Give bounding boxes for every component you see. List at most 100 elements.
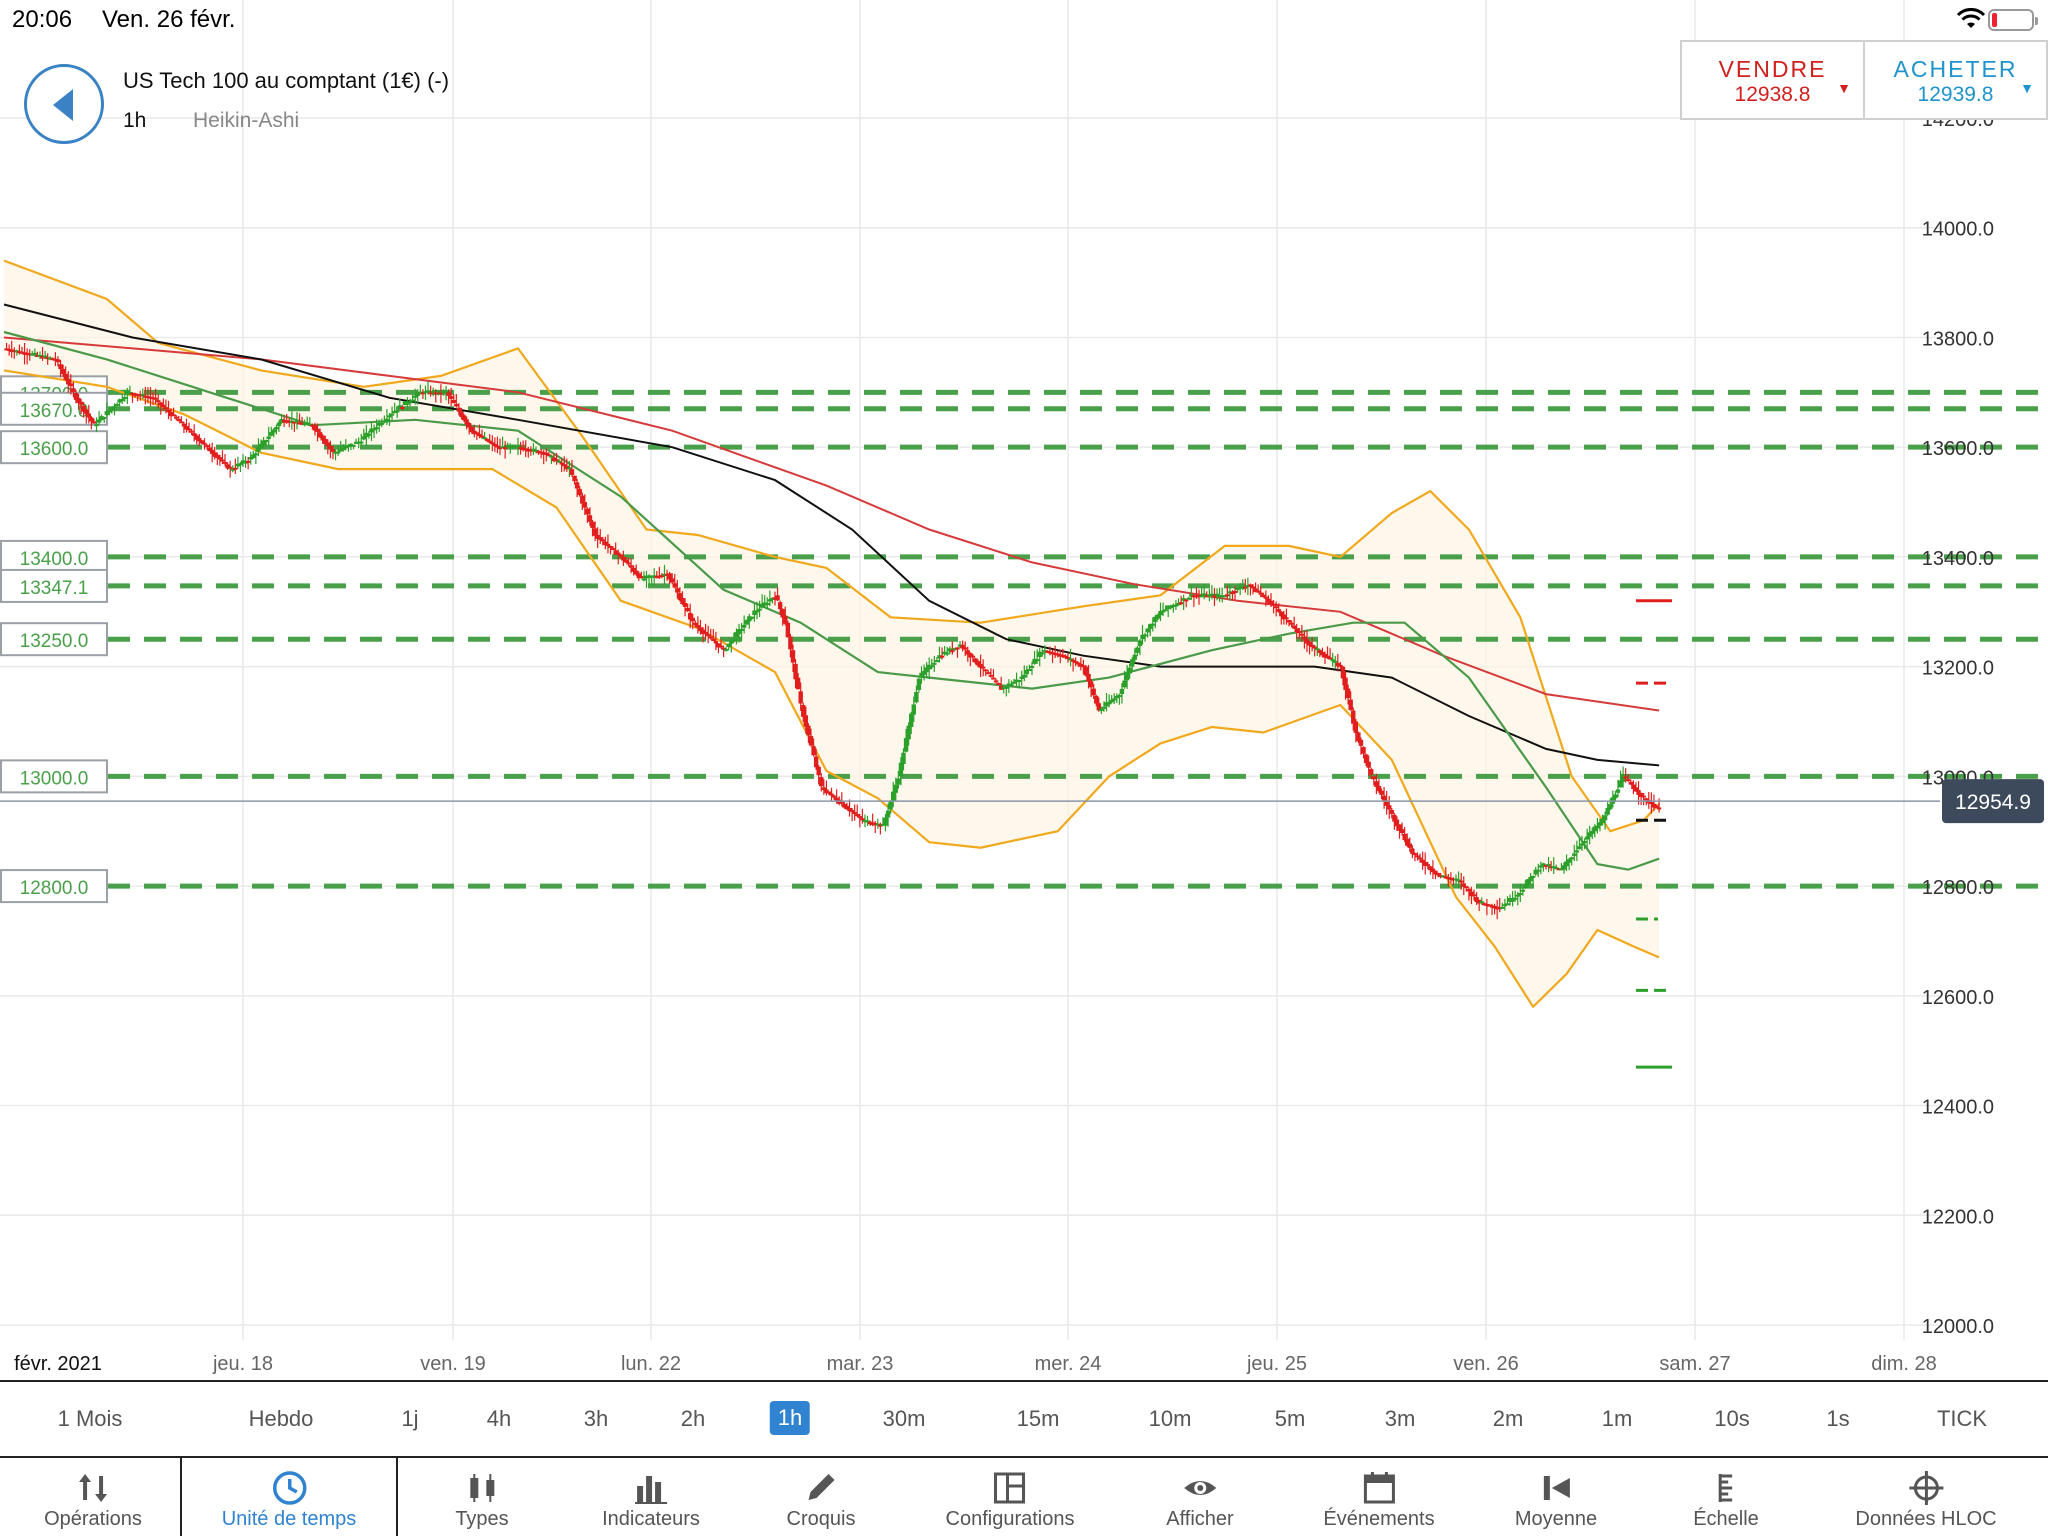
timeframe-3m[interactable]: 3m: [1384, 1406, 1416, 1431]
candle: [1181, 594, 1186, 610]
timeframe-2h[interactable]: 2h: [680, 1406, 706, 1431]
candle: [1628, 779, 1634, 786]
candle-body: [911, 704, 916, 715]
candle: [335, 445, 341, 456]
timeframe-15m[interactable]: 15m: [1016, 1406, 1060, 1431]
candle-body: [1279, 611, 1284, 617]
timeframe-4h[interactable]: 4h: [486, 1406, 512, 1431]
candle-body: [1250, 586, 1256, 589]
candle: [1405, 833, 1410, 847]
candle-body: [1518, 893, 1523, 896]
candle: [292, 421, 297, 432]
candle-body: [1212, 595, 1217, 598]
timeframe-30m[interactable]: 30m: [882, 1406, 926, 1431]
candle: [207, 443, 212, 452]
candle-body: [299, 422, 305, 425]
timeframe-10s[interactable]: 10s: [1714, 1406, 1750, 1431]
timeframe-2m[interactable]: 2m: [1492, 1406, 1524, 1431]
tool-updown-arrows[interactable]: Opérations: [44, 1458, 142, 1536]
candle-body: [1302, 636, 1307, 640]
candle: [1112, 693, 1117, 704]
buy-button[interactable]: ACHETER 12939.8 ▼: [1865, 40, 2048, 120]
candle-body: [816, 766, 821, 776]
candle: [1171, 603, 1176, 613]
candle: [310, 423, 315, 430]
timeframe-1s[interactable]: 1s: [1826, 1406, 1850, 1431]
timeframe-1h[interactable]: 1h: [769, 1401, 811, 1435]
candle-body: [1011, 681, 1017, 684]
timeframe-hebdo[interactable]: Hebdo: [248, 1406, 314, 1431]
candle-body: [1214, 593, 1220, 596]
candle-body: [451, 399, 456, 404]
candle-body: [554, 459, 559, 462]
candle-body: [790, 650, 796, 663]
candle-body: [605, 543, 611, 547]
tool-candles[interactable]: Types: [455, 1458, 509, 1536]
timeframe-10m[interactable]: 10m: [1148, 1406, 1192, 1431]
timeframe-3h[interactable]: 3h: [583, 1406, 609, 1431]
candle: [302, 419, 307, 427]
candle-body: [1063, 655, 1068, 658]
candle: [299, 416, 305, 425]
tool-bar-chart[interactable]: Indicateurs: [602, 1458, 700, 1536]
candle-body: [1572, 853, 1577, 856]
candle-body: [916, 678, 922, 690]
candle: [741, 615, 747, 634]
candle: [1034, 649, 1040, 664]
candle: [718, 639, 724, 649]
tool-eye[interactable]: Afficher: [1166, 1458, 1234, 1536]
candle-body: [831, 795, 837, 798]
tool-layout[interactable]: Configurations: [946, 1458, 1074, 1536]
candle-body: [220, 459, 225, 462]
timeframe-5m[interactable]: 5m: [1274, 1406, 1306, 1431]
candle-body: [1525, 879, 1531, 885]
candle: [1464, 885, 1469, 892]
candle-body: [487, 440, 492, 443]
candle-body: [634, 570, 639, 575]
candle-body: [1201, 593, 1207, 596]
tool-crosshair[interactable]: Données HLOC: [1855, 1458, 1997, 1536]
candle-body: [78, 401, 84, 405]
candle-body: [693, 622, 698, 626]
price-chart[interactable]: 13700.013670.013600.013400.013347.113250…: [0, 0, 2048, 1380]
tool-pencil[interactable]: Croquis: [787, 1458, 855, 1536]
candle: [777, 600, 783, 616]
timeframe-tick[interactable]: TICK: [1936, 1406, 1988, 1431]
candle-body: [590, 521, 595, 529]
tool-clock[interactable]: Unité de temps: [222, 1458, 356, 1536]
candle-body: [1094, 695, 1099, 704]
candle-body: [153, 397, 158, 400]
price-tag-text: 12954.9: [1955, 791, 2031, 814]
candle: [271, 427, 277, 438]
tool-calendar[interactable]: Événements: [1323, 1458, 1435, 1536]
ma-fast-line: [3, 330, 1660, 871]
candle: [1022, 665, 1027, 682]
candle-body: [1448, 877, 1454, 880]
candle-body: [225, 464, 230, 469]
candle: [1325, 646, 1330, 660]
tool-scale[interactable]: Échelle: [1693, 1458, 1759, 1536]
time-tick-label: lun. 22: [621, 1353, 681, 1375]
candle-body: [993, 680, 999, 683]
back-button[interactable]: [24, 64, 104, 144]
candle: [1461, 876, 1466, 895]
candle-body: [1024, 669, 1030, 675]
candle-body: [1322, 653, 1328, 658]
candle-body: [1150, 623, 1155, 626]
candle-body: [867, 821, 873, 825]
timeframe-1m[interactable]: 1m: [1601, 1406, 1633, 1431]
candle: [1615, 779, 1621, 798]
candle-body: [549, 455, 554, 458]
candle: [880, 817, 886, 826]
sell-button[interactable]: VENDRE 12938.8 ▼: [1680, 40, 1865, 120]
candle: [616, 549, 621, 565]
candle-body: [81, 405, 86, 412]
timeframe-1-mois[interactable]: 1 Mois: [57, 1406, 123, 1431]
tool-average[interactable]: Moyenne: [1515, 1458, 1597, 1536]
candle: [423, 385, 428, 400]
candle-body: [906, 725, 911, 740]
timeframe-1j[interactable]: 1j: [401, 1406, 419, 1431]
candle-body: [1592, 826, 1598, 832]
candle: [726, 643, 731, 651]
candle: [1029, 661, 1035, 676]
